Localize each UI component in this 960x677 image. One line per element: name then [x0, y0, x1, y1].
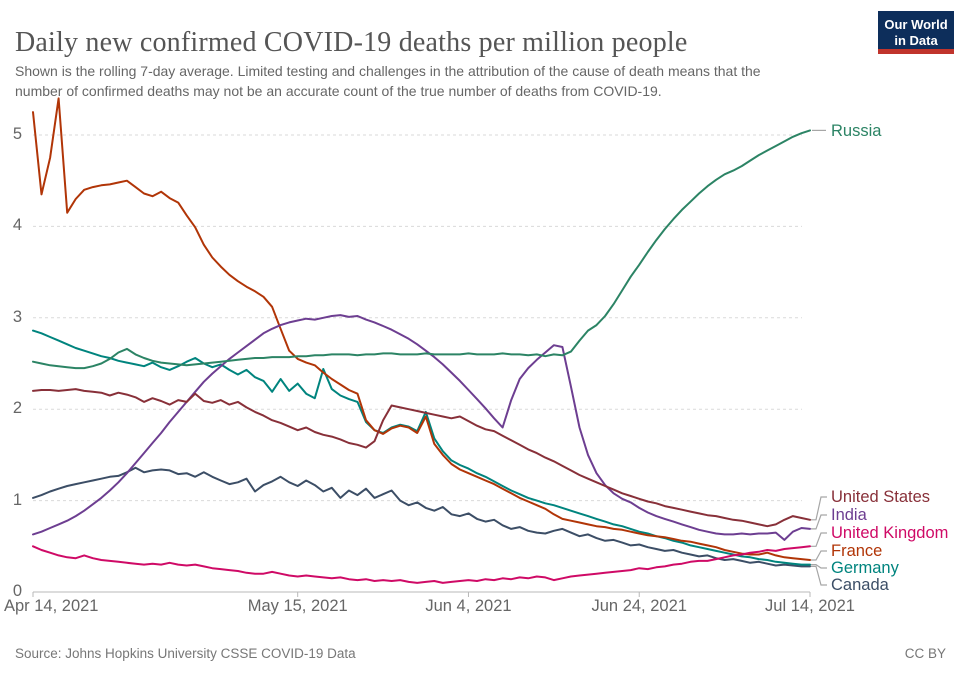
legend-label-india[interactable]: India	[831, 506, 867, 524]
y-axis-tick-label: 3	[12, 307, 22, 326]
y-axis-tick-label: 2	[12, 399, 22, 418]
legend-connector-canada	[811, 565, 827, 586]
legend-label-france[interactable]: France	[831, 542, 883, 560]
legend-label-canada[interactable]: Canada	[831, 576, 889, 594]
x-axis-tick-label: Jul 14, 2021	[765, 597, 855, 615]
legend-connector-france	[811, 550, 827, 561]
x-axis-tick-label: Apr 14, 2021	[4, 597, 99, 615]
y-axis-tick-label: 4	[12, 216, 22, 235]
legend-label-united-states[interactable]: United States	[831, 488, 931, 506]
owid-logo-line1: Our World	[884, 17, 948, 32]
chart-subtitle: Shown is the rolling 7-day average. Limi…	[15, 63, 761, 99]
series-line-united-kingdom[interactable]	[32, 545, 811, 584]
x-axis-tick-label: Jun 4, 2021	[425, 597, 512, 615]
owid-logo: Our World in Data	[878, 11, 954, 54]
license-link[interactable]: CC BY	[904, 646, 946, 661]
x-axis-tick-label: Jun 24, 2021	[591, 597, 687, 615]
x-axis-tick-label: May 15, 2021	[247, 597, 348, 615]
y-axis-tick-label: 5	[12, 125, 22, 143]
series-line-canada[interactable]	[32, 466, 811, 568]
legend-connector-united-kingdom	[811, 532, 827, 547]
owid-logo-line2: in Data	[894, 33, 938, 48]
legend-label-united-kingdom[interactable]: United Kingdom	[831, 524, 949, 542]
y-axis-tick-label: 1	[12, 490, 22, 509]
series-line-russia[interactable]	[32, 129, 811, 370]
series-line-india[interactable]	[32, 314, 811, 541]
series-line-united-states[interactable]	[32, 388, 811, 528]
page-title: Daily new confirmed COVID-19 deaths per …	[15, 26, 688, 58]
legend-label-germany[interactable]: Germany	[831, 559, 899, 577]
legend-connector-united-states	[811, 496, 827, 521]
owid-logo-stripe	[878, 49, 954, 54]
legend-connector-india	[811, 514, 827, 530]
legend-label-russia[interactable]: Russia	[831, 122, 882, 140]
series-line-germany[interactable]	[32, 329, 811, 566]
series-line-france[interactable]	[32, 97, 811, 561]
source-note: Source: Johns Hopkins University CSSE CO…	[15, 646, 356, 661]
legend-connector-germany	[811, 564, 827, 569]
y-axis-tick-label: 0	[12, 582, 22, 600]
